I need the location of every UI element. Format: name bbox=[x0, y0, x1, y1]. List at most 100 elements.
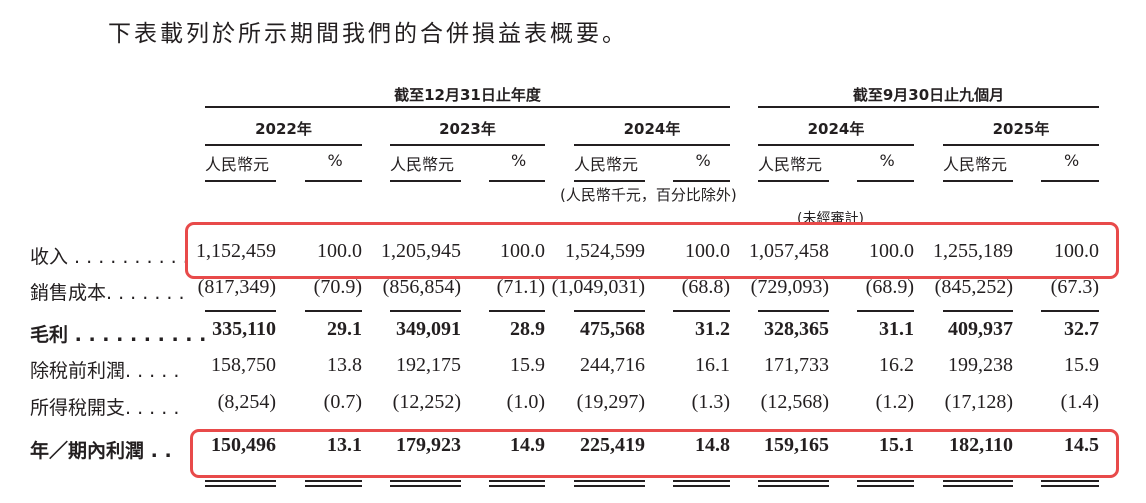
table-cell: 28.9 bbox=[510, 318, 545, 340]
header-rule bbox=[943, 144, 1099, 146]
table-cell: 171,733 bbox=[764, 354, 829, 376]
header-rule bbox=[943, 180, 1013, 182]
cell-double-underline bbox=[390, 480, 461, 482]
table-cell: (1.0) bbox=[506, 391, 545, 413]
header-rule bbox=[305, 180, 362, 182]
page-title: 下表載列於所示期間我們的合併損益表概要。 bbox=[108, 21, 628, 47]
table-cell: 179,923 bbox=[396, 434, 461, 456]
header-amount-label: 人民幣元 bbox=[390, 155, 455, 174]
header-group-year: 截至12月31日止年度 bbox=[394, 86, 541, 104]
header-year: 2025年 bbox=[992, 120, 1050, 138]
table-cell: 1,255,189 bbox=[933, 240, 1013, 262]
table-cell: 100.0 bbox=[869, 240, 914, 262]
header-rule bbox=[205, 144, 362, 146]
table-cell: 100.0 bbox=[685, 240, 730, 262]
header-rule bbox=[574, 144, 730, 146]
header-rule bbox=[390, 144, 545, 146]
table-cell: 1,057,458 bbox=[749, 240, 829, 262]
header-percent-label: % bbox=[695, 151, 711, 170]
table-cell: 14.5 bbox=[1064, 434, 1099, 456]
table-cell: 14.9 bbox=[510, 434, 545, 456]
header-rule bbox=[574, 180, 645, 182]
cell-underline bbox=[857, 310, 914, 312]
cell-double-underline bbox=[489, 480, 545, 482]
table-cell: 29.1 bbox=[327, 318, 362, 340]
table-cell: 199,238 bbox=[948, 354, 1013, 376]
table-cell: 100.0 bbox=[1054, 240, 1099, 262]
header-group-nine-months: 截至9月30日止九個月 bbox=[852, 86, 1005, 104]
table-cell: 335,110 bbox=[212, 318, 276, 340]
table-cell: 100.0 bbox=[500, 240, 545, 262]
cell-underline bbox=[1041, 310, 1099, 312]
cell-double-underline bbox=[857, 480, 914, 482]
header-percent-label: % bbox=[511, 151, 527, 170]
header-percent-label: % bbox=[327, 151, 343, 170]
table-cell: 158,750 bbox=[211, 354, 276, 376]
table-cell: (1,049,031) bbox=[551, 276, 645, 298]
table-cell: 328,365 bbox=[764, 318, 829, 340]
header-rule bbox=[758, 144, 914, 146]
table-cell: 15.9 bbox=[1064, 354, 1099, 376]
cell-double-underline bbox=[205, 485, 276, 487]
table-cell: (67.3) bbox=[1050, 276, 1099, 298]
header-percent-label: % bbox=[1064, 151, 1080, 170]
cell-double-underline bbox=[1041, 485, 1099, 487]
cell-underline bbox=[673, 310, 730, 312]
table-cell: (1.3) bbox=[691, 391, 730, 413]
header-rule bbox=[205, 180, 276, 182]
table-cell: (0.7) bbox=[323, 391, 362, 413]
table-cell: 16.1 bbox=[695, 354, 730, 376]
header-amount-label: 人民幣元 bbox=[205, 155, 270, 174]
cell-underline bbox=[489, 310, 545, 312]
table-cell: 349,091 bbox=[396, 318, 461, 340]
header-amount-label: 人民幣元 bbox=[574, 155, 639, 174]
header-rule bbox=[1041, 180, 1099, 182]
table-cell: (845,252) bbox=[934, 276, 1013, 298]
header-amount-label: 人民幣元 bbox=[943, 155, 1008, 174]
table-cell: 244,716 bbox=[580, 354, 645, 376]
cell-underline bbox=[574, 310, 645, 312]
table-cell: (817,349) bbox=[197, 276, 276, 298]
cell-underline bbox=[390, 310, 461, 312]
table-cell: 13.1 bbox=[327, 434, 362, 456]
table-cell: 1,524,599 bbox=[565, 240, 645, 262]
row-label: 所得稅開支. . . . . bbox=[30, 397, 180, 419]
header-rule bbox=[390, 180, 461, 182]
cell-double-underline bbox=[574, 480, 645, 482]
header-rule bbox=[673, 180, 730, 182]
table-cell: (12,252) bbox=[392, 391, 461, 413]
table-cell: 475,568 bbox=[580, 318, 645, 340]
highlight-box-revenue bbox=[185, 222, 1119, 279]
header-year: 2024年 bbox=[807, 120, 865, 138]
row-label: 銷售成本. . . . . . . bbox=[30, 282, 185, 304]
table-cell: (1.2) bbox=[875, 391, 914, 413]
cell-double-underline bbox=[390, 485, 461, 487]
header-rule bbox=[857, 180, 914, 182]
table-cell: 32.7 bbox=[1064, 318, 1099, 340]
header-rule bbox=[758, 180, 829, 182]
table-cell: (1.4) bbox=[1060, 391, 1099, 413]
cell-underline bbox=[205, 310, 276, 312]
cell-double-underline bbox=[943, 480, 1013, 482]
header-percent-label: % bbox=[879, 151, 895, 170]
cell-double-underline bbox=[673, 485, 730, 487]
table-cell: (17,128) bbox=[944, 391, 1013, 413]
table-cell: 1,205,945 bbox=[381, 240, 461, 262]
table-cell: 13.8 bbox=[327, 354, 362, 376]
table-cell: (68.8) bbox=[681, 276, 730, 298]
row-label: 毛利 . . . . . . . . . . bbox=[30, 324, 207, 346]
cell-double-underline bbox=[758, 485, 829, 487]
table-cell: (19,297) bbox=[576, 391, 645, 413]
table-cell: 182,110 bbox=[949, 434, 1013, 456]
header-year: 2023年 bbox=[439, 120, 496, 138]
table-cell: 150,496 bbox=[211, 434, 276, 456]
table-cell: (8,254) bbox=[217, 391, 276, 413]
table-cell: 16.2 bbox=[879, 354, 914, 376]
cell-double-underline bbox=[1041, 480, 1099, 482]
row-label: 除稅前利潤. . . . . bbox=[30, 360, 180, 382]
row-label: 年／期內利潤 . . bbox=[30, 440, 172, 462]
table-cell: 31.2 bbox=[695, 318, 730, 340]
row-label: 收入 . . . . . . . . . . bbox=[30, 246, 189, 268]
table-cell: 159,165 bbox=[764, 434, 829, 456]
cell-double-underline bbox=[574, 485, 645, 487]
